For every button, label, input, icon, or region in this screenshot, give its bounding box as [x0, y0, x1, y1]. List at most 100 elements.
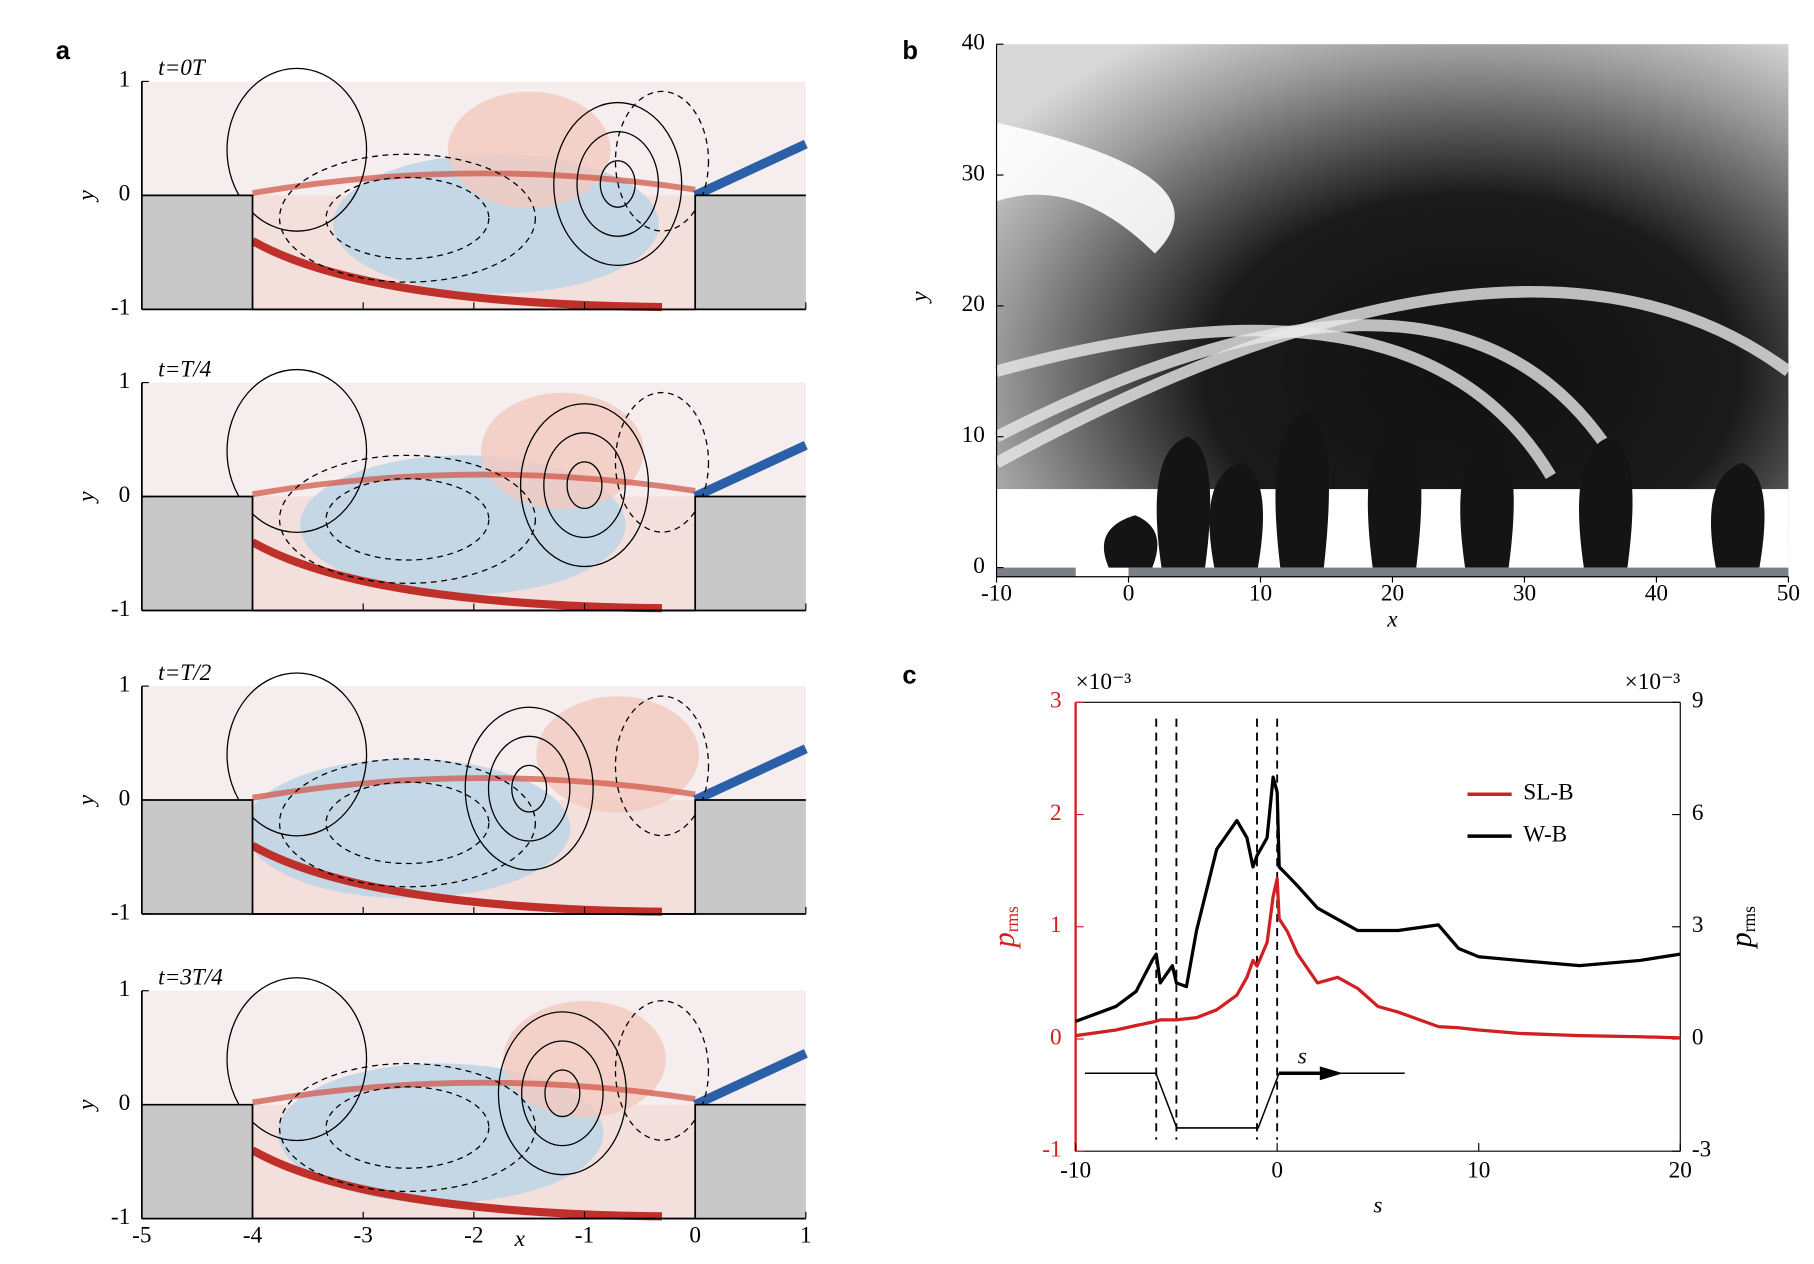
panel-title: t=T/2 [158, 660, 212, 686]
contour-line [519, 403, 650, 568]
shear-layer [252, 471, 696, 498]
contour-line [487, 735, 571, 842]
plume [1367, 423, 1422, 568]
x-tick-label: 1 [800, 1223, 812, 1249]
y-tick-label: 0 [119, 181, 131, 207]
sketch-arrowhead [1319, 1066, 1344, 1081]
data-line [1075, 775, 1681, 1023]
white-lobe [996, 122, 1175, 254]
contour-line [325, 1086, 490, 1169]
data-line [1075, 876, 1681, 1040]
plume [1460, 436, 1514, 568]
shear-layer [252, 1079, 696, 1106]
y-label: y [74, 190, 100, 203]
y-label: y [74, 1099, 100, 1112]
y2-tick-label: 6 [1692, 800, 1704, 826]
contour-line [511, 764, 548, 813]
x-tick-label: 0 [1271, 1157, 1283, 1183]
plume [1103, 515, 1158, 568]
y-label-main: p [1724, 932, 1758, 949]
contour-line [543, 432, 626, 539]
step-left [141, 496, 253, 611]
geometry-sketch [1084, 1072, 1405, 1129]
y-multiplier: ×10⁻³ [1076, 669, 1132, 695]
panel-label: b [902, 37, 918, 65]
step-right [695, 496, 806, 611]
panel-title: t=0T [158, 55, 207, 81]
y-tick-label: 1 [1050, 912, 1062, 938]
plume [1209, 462, 1263, 568]
contour-line [599, 160, 636, 208]
y-label: prms [1724, 906, 1759, 949]
sketch-label: s [1298, 1044, 1307, 1070]
step-left [141, 1104, 253, 1219]
y-tick-label: -1 [111, 899, 130, 925]
contour-line [497, 1011, 627, 1176]
x-label: x [1386, 606, 1398, 632]
x-tick-label: 10 [1249, 581, 1272, 607]
wall-left [996, 567, 1076, 577]
y-tick-label: 10 [962, 422, 985, 448]
x-tick-label: -5 [132, 1223, 151, 1249]
y-tick-label: 20 [962, 291, 985, 317]
y-tick-label: 0 [973, 553, 985, 579]
y-tick-label: 0 [119, 1090, 131, 1116]
plume [1275, 410, 1329, 568]
plume [1710, 462, 1765, 568]
panel-label: a [56, 37, 71, 65]
x-tick-label: -10 [1060, 1157, 1091, 1183]
contour-line [614, 1000, 710, 1141]
contour-line [614, 695, 710, 837]
x-tick-label: 20 [1381, 581, 1404, 607]
contour-line [226, 977, 368, 1142]
x-tick-label: -3 [354, 1223, 373, 1249]
x-tick-label: 0 [689, 1223, 701, 1249]
y-tick-label: 2 [1050, 800, 1062, 826]
x-tick-label: 20 [1669, 1157, 1692, 1183]
contour-line [566, 461, 603, 510]
step-right [695, 1104, 806, 1219]
step-right [695, 195, 806, 310]
y-tick-label: 0 [119, 785, 131, 811]
y-tick-label: 0 [119, 482, 131, 508]
x-label: x [514, 1226, 526, 1252]
y-tick-label: -1 [111, 295, 130, 321]
y-label: y [906, 291, 932, 304]
contour-line [325, 176, 490, 260]
y-label: prms [987, 906, 1022, 949]
contour-line [325, 477, 490, 561]
panel-label: c [902, 662, 916, 690]
contour-line [226, 67, 368, 232]
x-tick-label: -2 [464, 1223, 483, 1249]
x-tick-label: -1 [575, 1223, 594, 1249]
contour-line [226, 672, 368, 837]
contour-line [278, 454, 537, 584]
vortex-red [480, 392, 644, 510]
wall-blue [693, 441, 808, 501]
contour-panel [140, 67, 808, 312]
y-tick-label: 30 [962, 160, 985, 186]
legend-label: SL-B [1523, 780, 1573, 806]
y-label: y [74, 491, 100, 504]
step-right [695, 800, 806, 914]
x-tick-label: 0 [1123, 581, 1135, 607]
step-left [141, 195, 253, 310]
y-tick-label: 1 [119, 671, 131, 697]
contour-line [278, 1062, 537, 1193]
wall-blue [693, 139, 808, 200]
wave-front [994, 324, 1556, 479]
wall-right [1128, 567, 1789, 577]
x-tick-label: -10 [981, 581, 1012, 607]
contour-line [464, 706, 594, 871]
shear-layer [252, 775, 696, 801]
contour-line [614, 391, 710, 533]
y2-tick-label: -3 [1692, 1137, 1711, 1163]
panel-title: t=T/4 [158, 356, 212, 382]
y-label-sub: rms [1739, 906, 1759, 932]
x-tick-label: 30 [1513, 581, 1536, 607]
contour-panel [140, 977, 808, 1221]
contour-line [226, 368, 368, 533]
contour-line [553, 101, 683, 267]
y-tick-label: -1 [111, 1204, 130, 1230]
